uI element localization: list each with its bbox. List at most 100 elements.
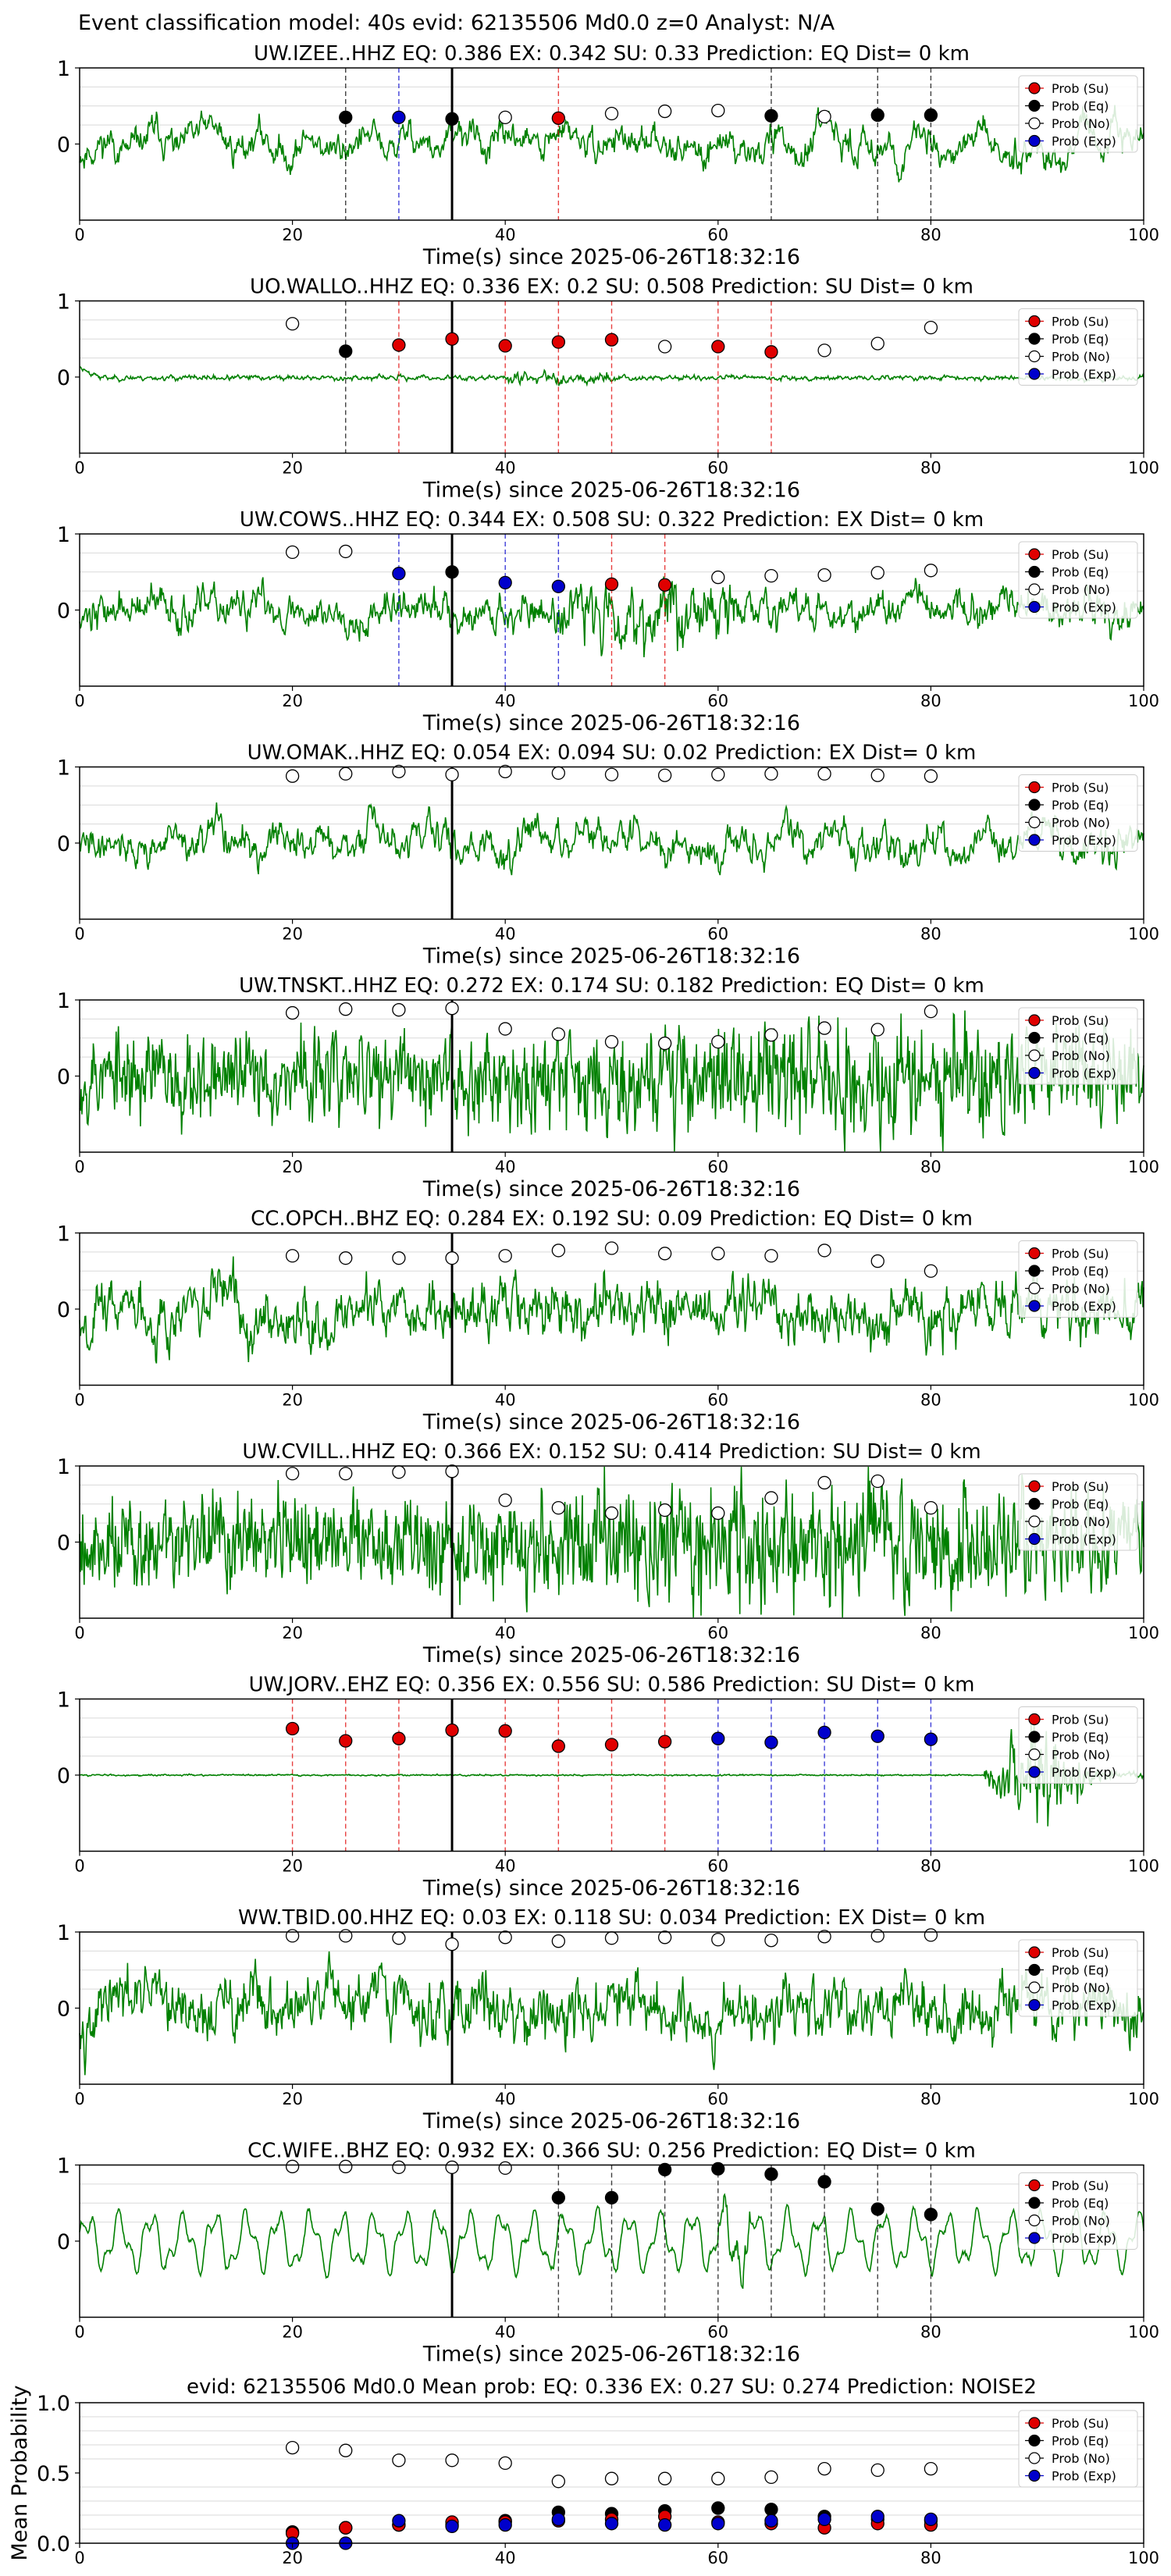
x-axis-label: Time(s) since 2025-06-26T18:32:16	[422, 1877, 800, 1901]
prob-point-su	[551, 111, 565, 126]
prob-point-no	[658, 104, 672, 119]
prob-point-no	[604, 1506, 619, 1521]
y-tick-label: 0	[57, 1764, 70, 1788]
prob-point-no	[658, 340, 672, 354]
x-tick-label: 40	[495, 1391, 516, 1410]
prob-point-su	[711, 340, 725, 354]
mean-prob-point-no	[445, 2453, 459, 2467]
legend-label: Prob (Exp)	[1052, 1299, 1116, 1314]
prob-point-no	[445, 1464, 459, 1478]
x-tick-label: 40	[495, 1857, 516, 1876]
figure-title: Event classification model: 40s evid: 62…	[78, 11, 835, 35]
legend-label: Prob (Eq)	[1052, 2196, 1109, 2211]
mean-prob-point-exp	[870, 2510, 884, 2524]
prob-point-eq	[924, 108, 938, 123]
legend-marker	[1028, 1998, 1041, 2012]
prob-point-su	[551, 1739, 565, 1753]
prob-point-no	[817, 1021, 831, 1035]
legend-marker	[1028, 548, 1041, 560]
x-tick-label: 60	[707, 1857, 728, 1876]
legend-marker	[1028, 1731, 1041, 1743]
prob-point-no	[445, 2160, 459, 2175]
legend-label: Prob (Eq)	[1052, 1963, 1109, 1978]
legend-box	[1018, 1473, 1138, 1551]
y-tick-label: 1	[57, 1688, 70, 1713]
y-tick-label: 1	[57, 290, 70, 315]
x-axis-label: Time(s) since 2025-06-26T18:32:16	[422, 479, 800, 503]
legend-label: Prob (Su)	[1052, 1013, 1109, 1028]
x-tick-label: 80	[920, 1857, 941, 1876]
prob-point-eq	[870, 108, 884, 123]
legend-marker	[1028, 2214, 1041, 2227]
prob-point-no	[658, 1930, 672, 1944]
legend-label: Prob (Eq)	[1052, 2434, 1109, 2449]
x-axis-label: Time(s) since 2025-06-26T18:32:16	[422, 245, 800, 269]
prob-point-no	[924, 320, 938, 335]
legend-marker	[1028, 1265, 1041, 1277]
prob-point-no	[498, 1249, 512, 1263]
prob-point-exp	[392, 110, 406, 125]
x-tick-label: 100	[1128, 1624, 1159, 1642]
legend-marker	[1028, 1963, 1041, 1976]
prob-point-no	[764, 568, 778, 583]
prob-point-eq	[445, 112, 459, 126]
legend-marker	[1028, 315, 1041, 328]
prob-point-no	[764, 1934, 778, 1948]
prob-point-no	[392, 1003, 406, 1017]
prob-point-no	[339, 1929, 353, 1943]
prob-point-eq	[924, 2208, 938, 2222]
x-tick-label: 40	[495, 925, 516, 944]
x-tick-label: 60	[707, 226, 728, 244]
prob-point-no	[764, 1491, 778, 1505]
prob-point-exp	[498, 575, 512, 590]
y-tick-label: 1	[57, 2154, 70, 2179]
prob-point-no	[658, 1503, 672, 1517]
prob-point-su	[445, 332, 459, 346]
prob-point-no	[711, 570, 725, 585]
prob-point-no	[551, 1934, 565, 1948]
prob-point-no	[285, 1005, 300, 1020]
legend-label: Prob (Eq)	[1052, 1497, 1109, 1512]
x-tick-label: 40	[495, 459, 516, 478]
prob-point-no	[339, 767, 353, 781]
prob-point-no	[711, 1933, 725, 1947]
mean-probability-panel: evid: 62135506 Md0.0 Mean prob: EQ: 0.33…	[8, 2375, 1159, 2567]
x-tick-label: 80	[920, 925, 941, 944]
x-tick-label: 80	[920, 2090, 941, 2108]
waveform-trace	[79, 1466, 1144, 1618]
x-tick-label: 20	[282, 692, 303, 710]
waveform-panel: UW.JORV..EHZ EQ: 0.356 EX: 0.556 SU: 0.5…	[57, 1674, 1159, 1901]
x-tick-label: 20	[282, 1158, 303, 1176]
x-axis-label: Time(s) since 2025-06-26T18:32:16	[422, 2109, 800, 2133]
x-axis-label: Time(s) since 2025-06-26T18:32:16	[422, 1411, 800, 1435]
x-tick-label: 80	[920, 2549, 941, 2567]
prob-point-no	[711, 1034, 725, 1049]
prob-point-su	[285, 1721, 300, 1736]
prob-point-no	[711, 1247, 725, 1261]
waveform-panel: UW.TNSKT..HHZ EQ: 0.272 EX: 0.174 SU: 0.…	[57, 974, 1159, 1201]
x-tick-label: 100	[1128, 459, 1159, 478]
legend-marker	[1028, 1946, 1041, 1959]
prob-point-no	[285, 1929, 300, 1943]
y-tick-label: 1	[57, 57, 70, 81]
prob-point-exp	[924, 1732, 938, 1746]
mean-prob-point-no	[870, 2463, 884, 2478]
x-tick-label: 0	[74, 2549, 84, 2567]
prob-point-no	[551, 1244, 565, 1258]
legend-label: Prob (Su)	[1052, 315, 1109, 329]
legend-label: Prob (No)	[1052, 1748, 1110, 1763]
legend-label: Prob (Su)	[1052, 1945, 1109, 1960]
legend-label: Prob (No)	[1052, 1048, 1110, 1063]
y-tick-label: 0	[57, 600, 70, 624]
legend-marker	[1028, 1515, 1041, 1528]
prob-point-no	[392, 2160, 406, 2175]
mean-prob-point-exp	[764, 2514, 778, 2528]
prob-point-no	[498, 1930, 512, 1944]
x-tick-label: 80	[920, 692, 941, 710]
legend-marker	[1028, 1282, 1041, 1295]
panel-title: UO.WALLO..HHZ EQ: 0.336 EX: 0.2 SU: 0.50…	[250, 276, 973, 299]
waveform-panel: UW.COWS..HHZ EQ: 0.344 EX: 0.508 SU: 0.3…	[57, 508, 1159, 735]
prob-point-eq	[658, 2162, 672, 2177]
prob-point-exp	[870, 1729, 884, 1743]
x-tick-label: 20	[282, 925, 303, 944]
